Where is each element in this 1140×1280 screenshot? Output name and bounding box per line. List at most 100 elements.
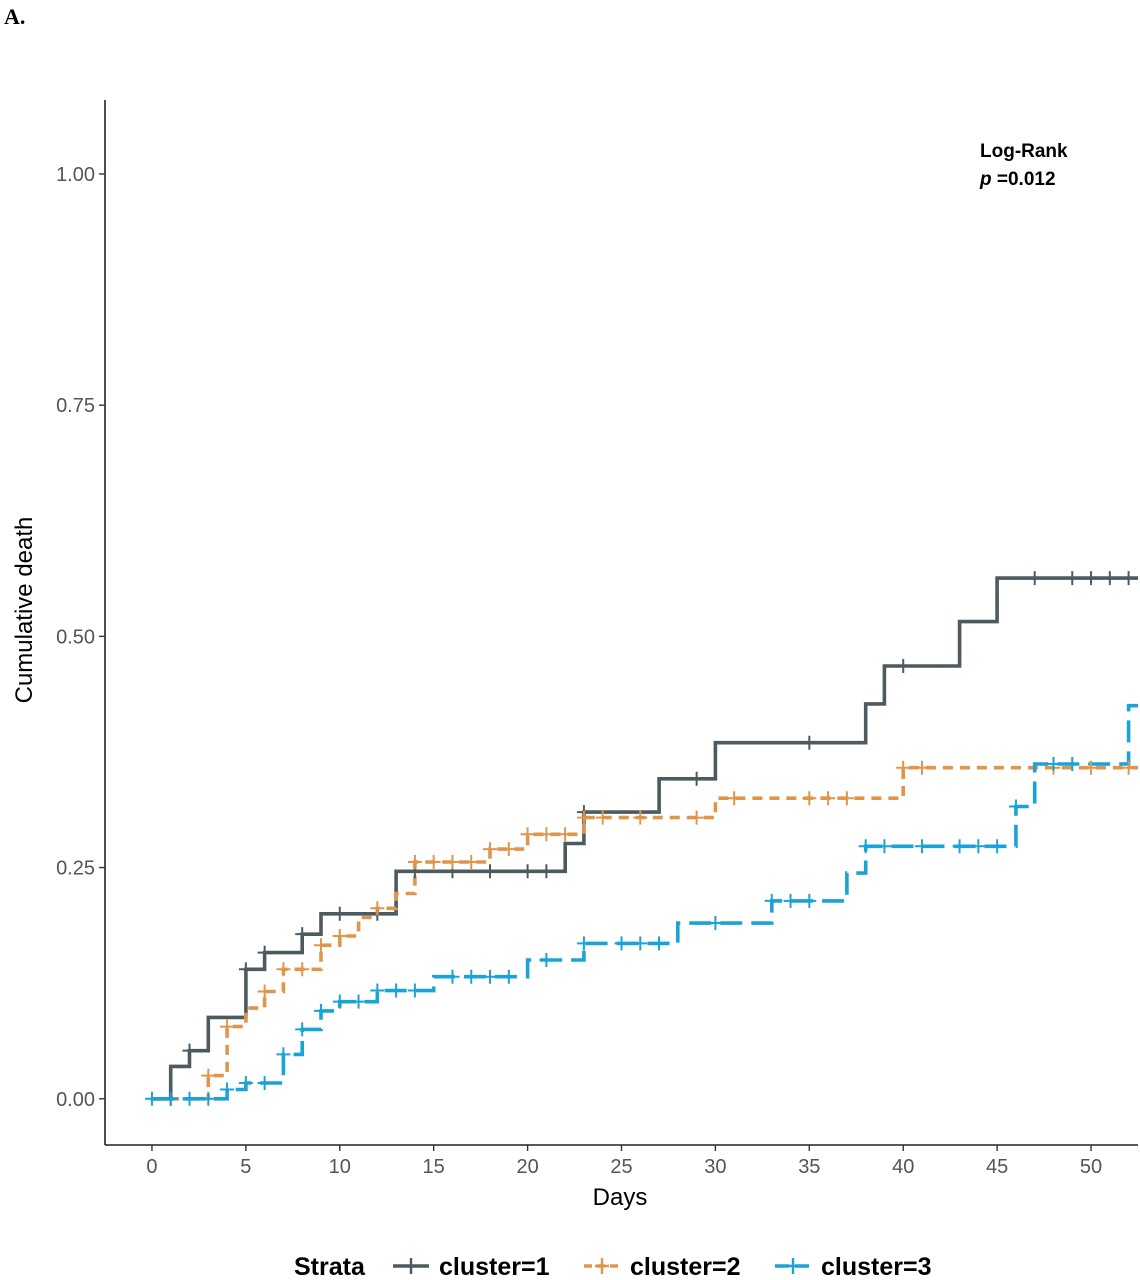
censor-mark-3 [483,969,498,984]
censor-mark-3 [708,916,723,931]
censor-mark-2 [201,1068,216,1083]
censor-mark-3 [464,969,479,984]
censor-mark-2 [915,760,930,775]
legend-key-mark-3 [786,1258,800,1274]
censor-mark-3 [220,1082,235,1097]
censor-mark-3 [144,1091,159,1106]
censor-mark-1 [295,927,310,942]
censor-mark-2 [595,810,610,825]
censor-mark-2 [689,810,704,825]
censor-mark-2 [1121,760,1136,775]
censor-mark-2 [1084,760,1099,775]
x-tick-label: 30 [704,1156,726,1178]
x-tick-label: 20 [516,1156,538,1178]
censor-mark-3 [971,839,986,854]
censor-mark-1 [1084,571,1099,586]
censor-mark-2 [332,929,347,943]
censor-mark-3 [276,1047,291,1062]
legend-label-3: cluster=3 [821,1253,932,1280]
legend-title: Strata [294,1253,366,1280]
legend: Strata cluster=1 cluster=2 cluster=3 [294,1253,932,1280]
series-line-1 [152,576,1138,1101]
censor-mark-3 [783,893,798,908]
censor-mark-3 [445,969,460,984]
censor-mark-2 [539,827,554,842]
annotation-title: Log-Rank [980,141,1068,162]
x-tick-label: 10 [329,1156,351,1178]
y-tick-label: 1.00 [56,164,95,186]
x-axis-title: Days [593,1184,648,1211]
censor-mark-2 [220,1019,235,1034]
censor-mark-3 [576,936,591,951]
censor-mark-2 [576,810,591,825]
panel-label: A. [4,4,26,29]
censor-mark-2 [426,855,441,870]
censor-mark-2 [276,962,291,977]
censor-mark-3 [370,983,385,998]
censor-mark-3 [858,839,873,854]
annotation-p-text: =0.012 [992,169,1056,190]
censor-mark-3 [332,994,347,1009]
x-tick-label: 35 [798,1156,820,1178]
censor-mark-3 [182,1091,197,1106]
censor-mark-3 [802,893,817,908]
censor-mark-1 [896,658,911,673]
ticks: 0 5 10 15 20 25 30 35 40 45 50 0.00 0.25 0.50 0.75 1.00 [56,164,1102,1178]
censor-mark-2 [896,760,911,775]
censor-mark-3 [313,1003,328,1018]
censor-mark-3 [614,936,629,951]
censor-mark-3 [257,1076,272,1091]
x-tick-label: 50 [1080,1156,1102,1178]
censor-mark-2 [257,984,272,999]
annotation-pvalue: p =0.012 [979,169,1056,190]
censor-mark-1 [182,1043,197,1058]
censor-mark-2 [802,791,817,806]
legend-label-1: cluster=1 [439,1253,550,1280]
censor-mark-3 [652,936,667,951]
x-tick-label: 40 [892,1156,914,1178]
y-tick-label: 0.50 [56,626,95,648]
x-tick-label: 0 [146,1156,157,1178]
legend-label-2: cluster=2 [630,1253,741,1280]
censor-mark-2 [295,962,310,977]
censor-mark-1 [689,771,704,786]
series-layer [152,576,1138,1101]
censor-mark-2 [839,791,854,806]
censor-mark-2 [464,855,479,870]
censor-layer [144,571,1136,1106]
censor-mark-3 [1008,799,1023,814]
legend-key-mark-2 [595,1258,609,1274]
x-tick-label: 45 [986,1156,1008,1178]
censor-mark-3 [163,1091,178,1106]
censor-mark-3 [764,893,779,908]
censor-mark-2 [407,855,422,870]
censor-mark-3 [295,1022,310,1037]
censor-mark-2 [313,938,328,953]
x-tick-label: 25 [610,1156,632,1178]
censor-mark-3 [407,983,422,998]
censor-mark-3 [201,1091,216,1106]
censor-mark-3 [915,839,930,854]
censor-mark-2 [821,791,836,806]
censor-mark-1 [1027,571,1042,586]
y-axis-title: Cumulative death [11,517,38,704]
censor-mark-3 [952,839,967,854]
annotation-p-symbol: p [979,169,992,190]
censor-mark-2 [483,842,498,857]
legend-key-mark-1 [404,1258,418,1274]
censor-mark-3 [990,839,1005,854]
censor-mark-1 [1065,571,1080,586]
censor-mark-3 [633,936,648,951]
censor-mark-1 [802,735,817,750]
censor-mark-1 [332,906,347,921]
censor-mark-3 [877,839,892,854]
censor-mark-3 [1046,756,1061,771]
censor-mark-1 [483,864,498,879]
y-tick-label: 0.00 [56,1089,95,1111]
censor-mark-2 [370,901,385,916]
censor-mark-2 [520,827,535,842]
y-tick-label: 0.25 [56,858,95,880]
censor-mark-1 [539,864,554,879]
censor-mark-1 [238,962,253,977]
